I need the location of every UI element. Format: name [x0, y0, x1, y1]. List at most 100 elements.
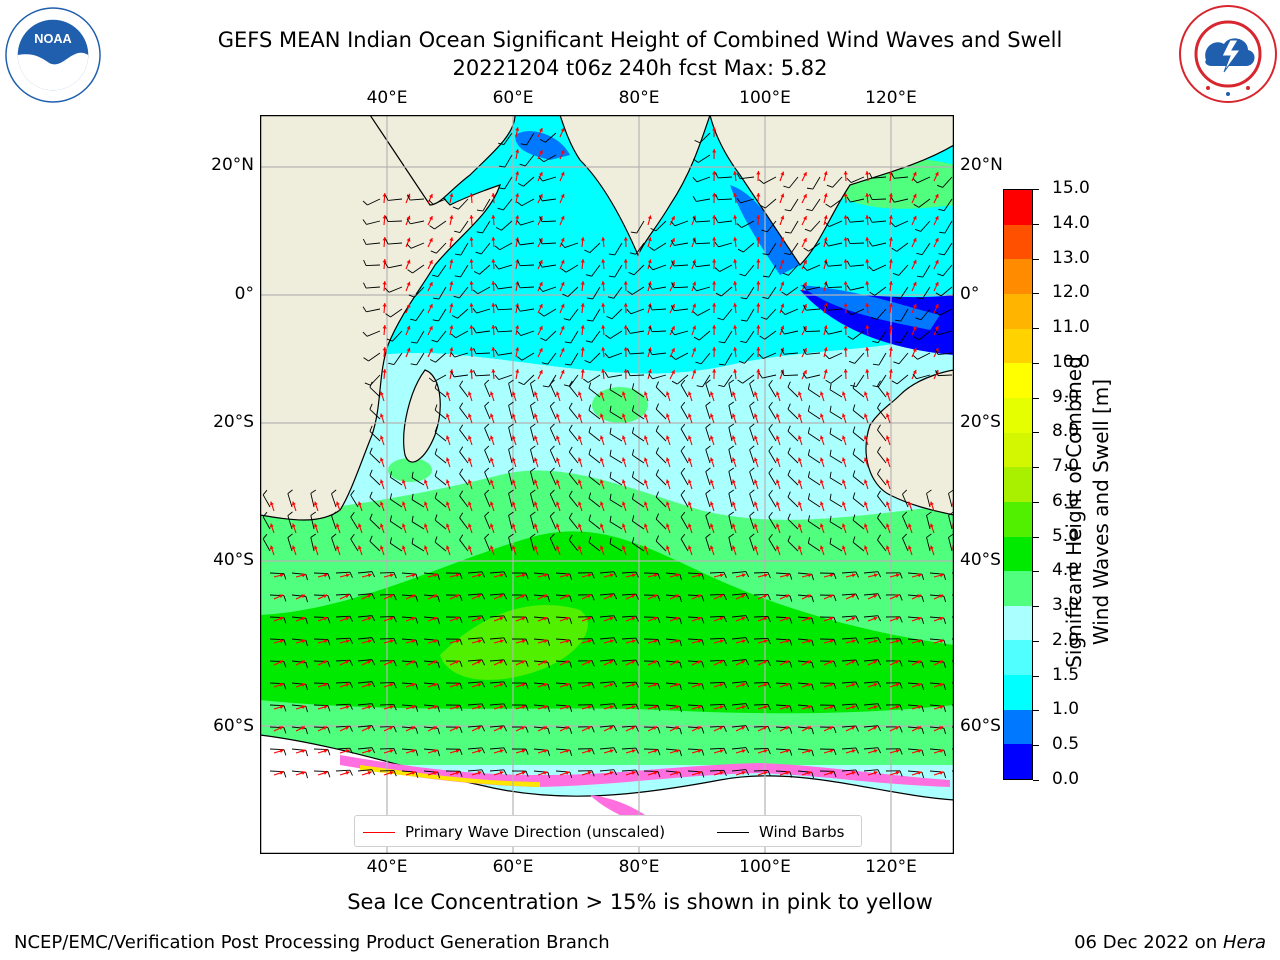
wind-barb-flag [517, 183, 524, 187]
wave-arrow-head [741, 616, 746, 621]
wind-barb [806, 264, 821, 271]
wave-arrow-head [511, 457, 516, 462]
wind-barb-flag [327, 749, 331, 756]
wind-barb-flag [411, 537, 414, 544]
wind-barb-flag [410, 341, 417, 344]
wave-arrow-head [587, 705, 592, 710]
wave-arrow-head [756, 193, 761, 197]
wind-barb [269, 572, 285, 575]
wind-barb [388, 264, 403, 269]
wind-barb [718, 242, 733, 248]
colorbar-segment [1004, 536, 1032, 572]
wind-barb-flag [749, 445, 755, 451]
wind-barb-flag [762, 275, 769, 278]
wave-arrow-head [797, 435, 802, 440]
wave-arrow-head [863, 413, 868, 418]
wind-barb-flag [783, 185, 790, 189]
wind-barb-flag [369, 491, 373, 498]
wave-arrow-head [873, 573, 878, 578]
wave-arrow-head [423, 501, 428, 506]
wave-arrow-head [763, 726, 768, 730]
wave-arrow-head [621, 545, 626, 550]
wave-arrow-head [851, 594, 856, 599]
wind-barb [549, 428, 557, 442]
wave-arrow-head [623, 303, 628, 307]
wave-arrow-head [803, 216, 807, 221]
wave-arrow-head [775, 523, 780, 528]
colorbar-segment [1004, 363, 1032, 398]
wind-barb [542, 264, 557, 268]
wind-barb [841, 681, 856, 684]
wind-barb [411, 499, 425, 508]
wind-barb-flag [855, 615, 859, 622]
wave-arrow-head [560, 347, 565, 352]
wind-barb [808, 388, 821, 398]
lon-tick-bottom: 100°E [739, 857, 791, 877]
wave-arrow-head [467, 457, 472, 462]
wind-barb-flag [627, 369, 631, 376]
wind-barb [863, 747, 878, 750]
wave-arrow-head [406, 325, 411, 330]
wind-barb [588, 520, 601, 530]
wind-barb-flag [385, 215, 389, 222]
wind-barb [709, 703, 725, 706]
wave-arrow-head [401, 523, 406, 528]
wave-arrow-head [819, 501, 824, 506]
wind-barb-flag [569, 639, 573, 646]
wind-barb-flag [806, 208, 813, 212]
wind-barb-flag [705, 401, 711, 407]
wave-arrow-head [401, 501, 406, 506]
wave-arrow-head [841, 545, 846, 550]
wind-barb-flag [877, 769, 882, 776]
wave-arrow-head [865, 171, 870, 175]
wind-barb-flag [437, 618, 441, 625]
wind-barb [438, 308, 447, 322]
wind-barb-flag [547, 750, 551, 757]
southeast-asia-land [709, 115, 954, 266]
wave-arrow-head [467, 545, 472, 550]
wave-arrow-head [423, 523, 428, 528]
wind-barb-flag [525, 770, 529, 777]
colorbar-tick [1033, 258, 1039, 260]
wind-barb-flag [943, 574, 947, 581]
wind-barb [608, 352, 623, 359]
wave-arrow-head [829, 660, 834, 665]
wind-barb-flag [935, 292, 942, 297]
wave-arrow-head [756, 171, 761, 175]
wave-arrow-head [687, 391, 692, 396]
wave-arrow-head [565, 682, 570, 687]
wind-barb-flag [736, 197, 741, 204]
wind-barb [401, 572, 416, 575]
wave-arrow-head [433, 682, 438, 687]
wave-arrow-head [675, 749, 680, 754]
wind-barb-flag [604, 372, 609, 378]
wind-barb-flag [371, 703, 376, 710]
wind-barb [459, 473, 469, 486]
wind-barb [614, 242, 623, 256]
wind-barb-flag [508, 401, 514, 406]
wave-arrow-head [429, 326, 433, 330]
wind-barb-flag [916, 252, 923, 256]
wave-arrow-head [269, 545, 274, 550]
wind-barb-flag [767, 616, 771, 623]
wind-barb [599, 747, 614, 750]
wind-barb-flag [362, 331, 368, 337]
wind-barb [787, 474, 799, 486]
wind-barb [434, 409, 447, 420]
wind-barb-flag [679, 574, 682, 581]
wind-barb-flag [670, 355, 676, 360]
wave-arrow-head [631, 616, 636, 621]
colorbar-tick-label: 0.0 [1052, 769, 1080, 789]
wave-arrow-head [621, 435, 626, 440]
wind-barb [459, 495, 469, 508]
wave-arrow-head [709, 523, 714, 528]
wave-arrow-head [323, 726, 328, 730]
wind-barb-flag [613, 571, 618, 578]
wind-barb [721, 286, 733, 297]
wave-arrow-head [599, 413, 604, 418]
wind-barb [697, 308, 711, 316]
wind-barb-flag [437, 750, 441, 757]
wind-barb-flag [508, 533, 514, 538]
wind-barb-flag [539, 238, 543, 245]
wind-barb [459, 220, 469, 233]
